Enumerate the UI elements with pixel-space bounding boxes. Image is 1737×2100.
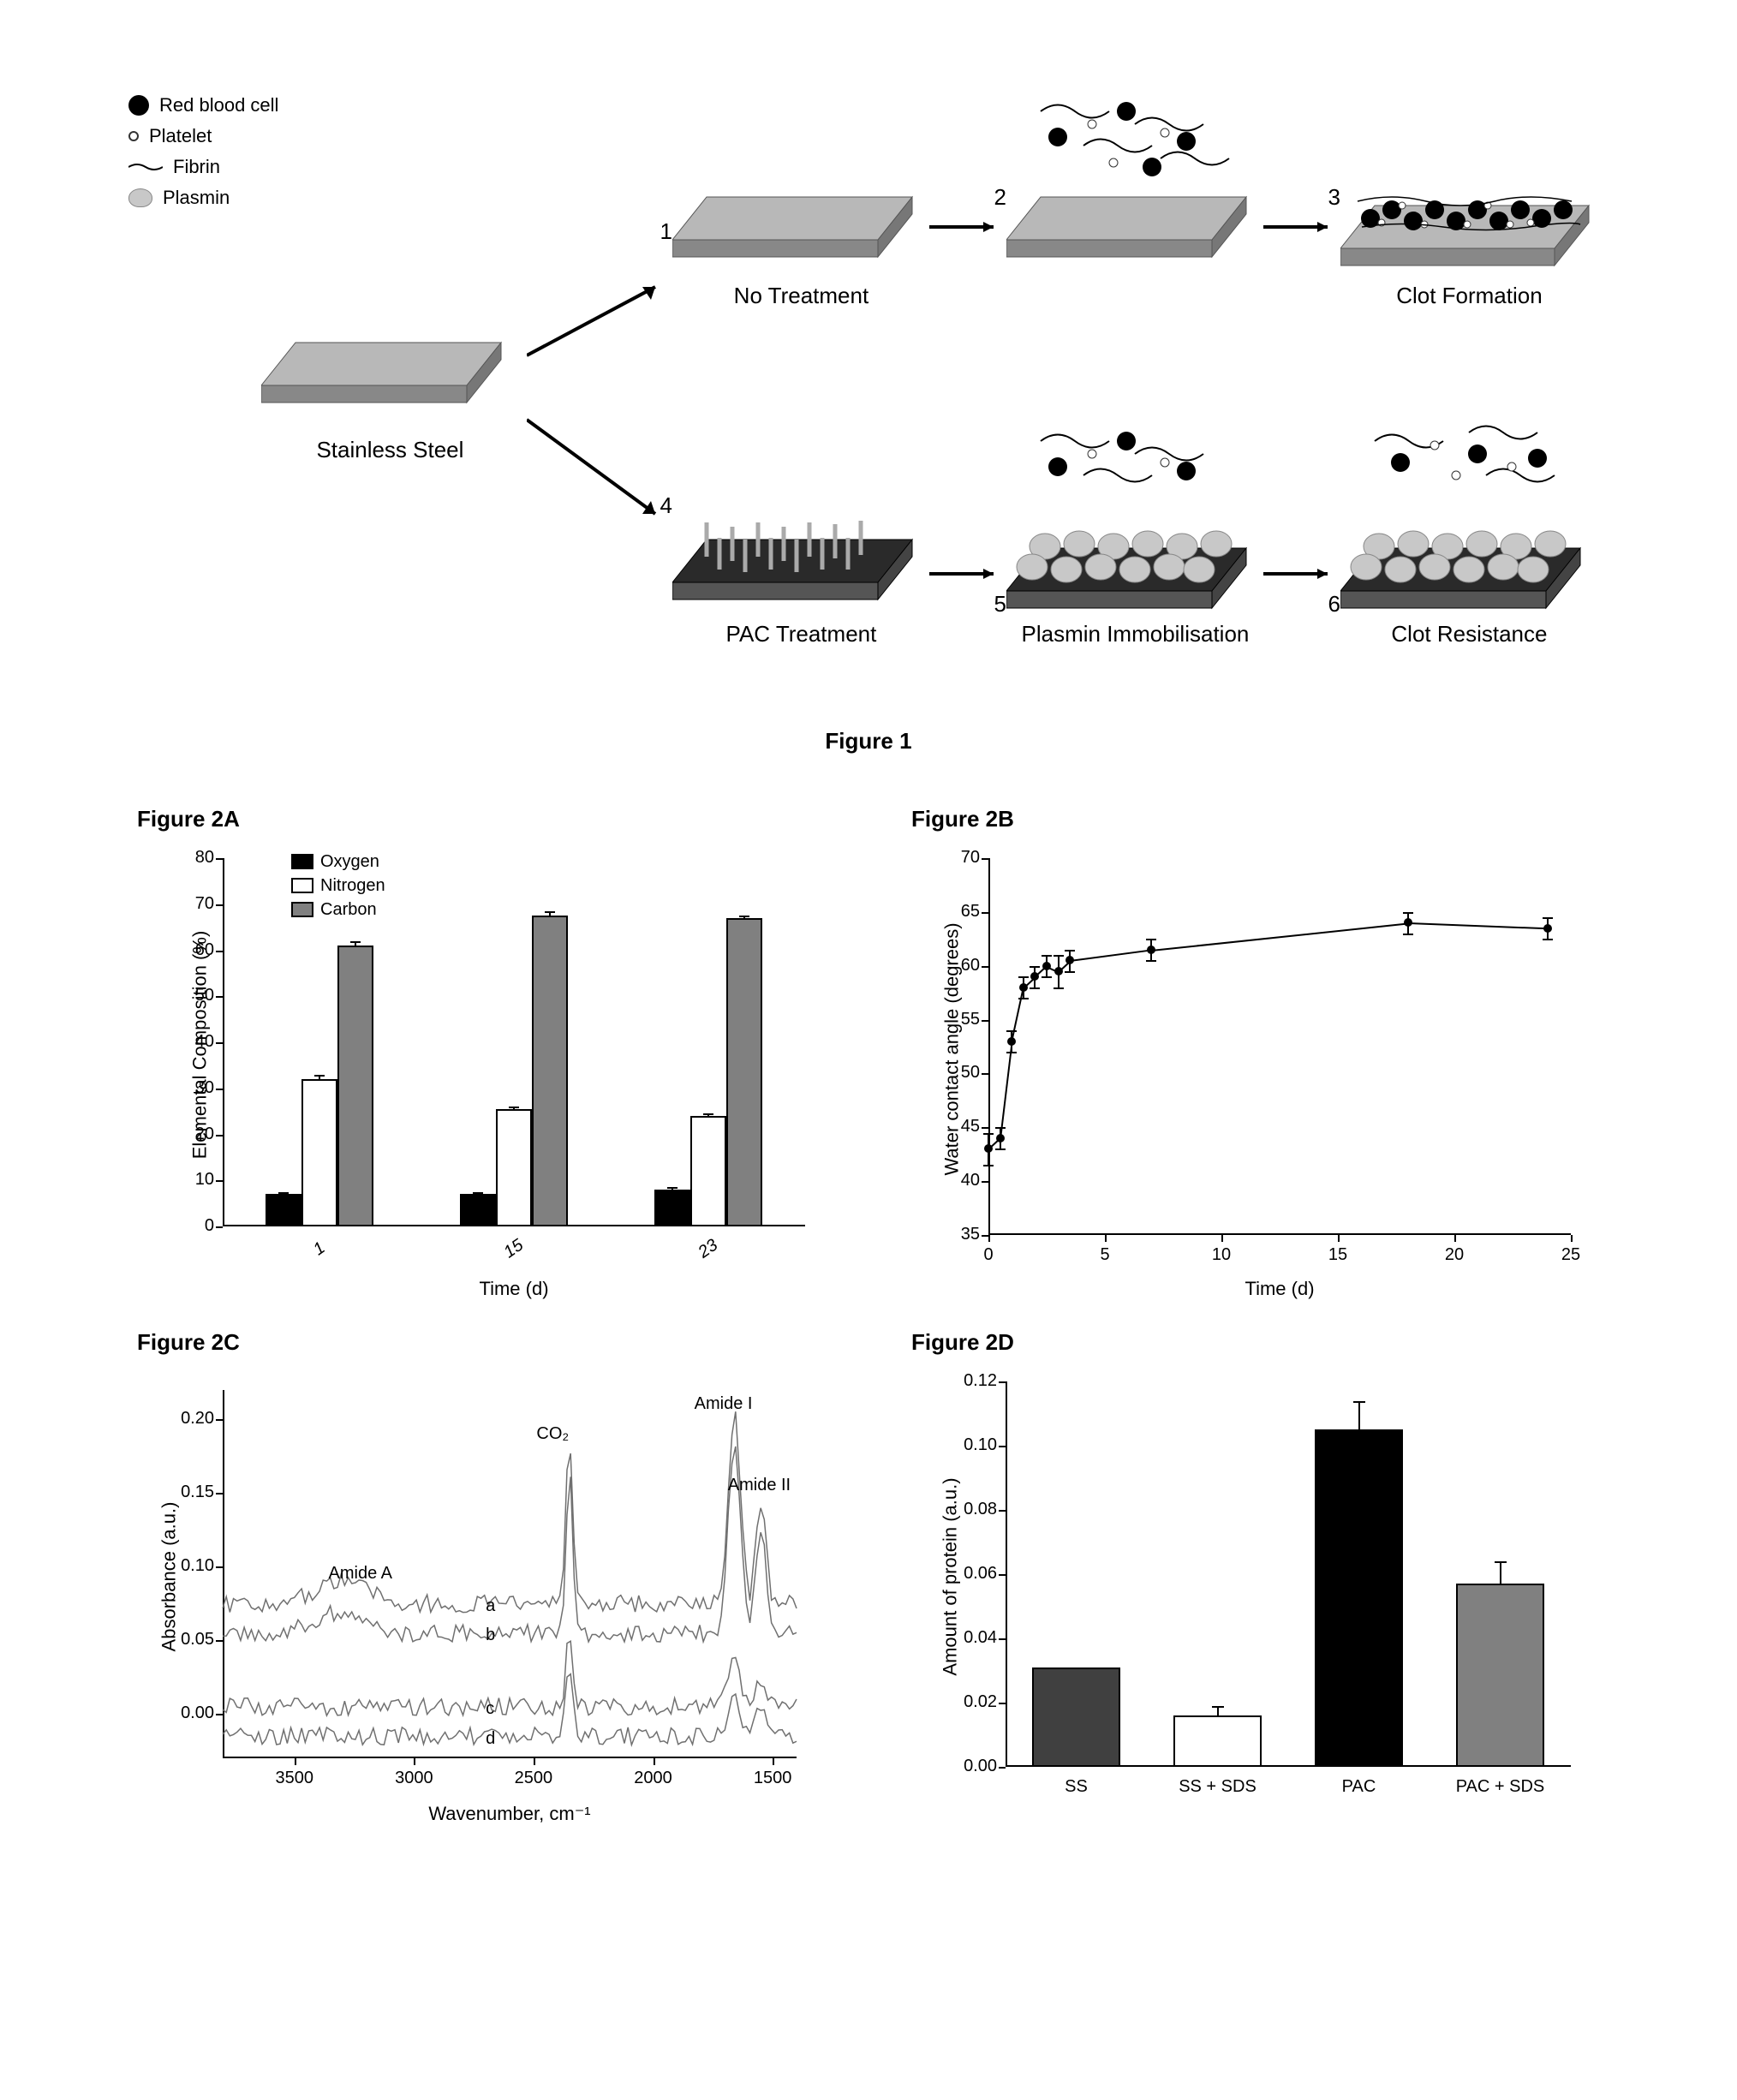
label-stainless: Stainless Steel — [287, 437, 492, 463]
label-pac: PAC Treatment — [715, 621, 886, 647]
figure-1: Red blood cell Platelet Fibrin Plasmin S… — [120, 86, 1617, 755]
plasmin-icon — [128, 188, 152, 207]
panel-title: Figure 2A — [137, 806, 843, 832]
fibrin-icon — [128, 163, 163, 171]
legend-label: Red blood cell — [159, 94, 278, 116]
label-clot: Clot Formation — [1375, 283, 1563, 309]
label-resist: Clot Resistance — [1366, 621, 1572, 647]
rbc-icon — [128, 95, 149, 116]
figure-2a: Figure 2A 01020304050607080Elemental Com… — [120, 806, 843, 1304]
platelet-icon — [128, 131, 139, 141]
label-plasmin: Plasmin Immobilisation — [1015, 621, 1255, 647]
figure1-caption: Figure 1 — [120, 728, 1617, 755]
label-notreat: No Treatment — [715, 283, 886, 309]
legend-label: Fibrin — [173, 156, 220, 178]
figure2-grid: Figure 2A 01020304050607080Elemental Com… — [120, 806, 1617, 1827]
panel-title: Figure 2C — [137, 1329, 843, 1356]
panel-title: Figure 2D — [911, 1329, 1617, 1356]
figure1-diagram: Stainless Steel 1 No Treatment 2 — [330, 86, 1615, 702]
num-5: 5 — [994, 591, 1006, 617]
legend-label: Platelet — [149, 125, 212, 147]
num-2: 2 — [994, 184, 1006, 211]
legend-label: Plasmin — [163, 187, 230, 209]
panel-title: Figure 2B — [911, 806, 1617, 832]
figure-2d: Figure 2D 0.000.020.040.060.080.100.12Am… — [894, 1329, 1617, 1827]
figure1-legend: Red blood cell Platelet Fibrin Plasmin — [120, 86, 295, 226]
figure-2b: Figure 2B 35404550556065700510152025Wate… — [894, 806, 1617, 1304]
num-6: 6 — [1328, 591, 1340, 617]
num-4: 4 — [660, 492, 672, 519]
num-3: 3 — [1328, 184, 1340, 211]
num-1: 1 — [660, 218, 672, 245]
figure-2c: Figure 2C 0.000.050.100.150.203500300025… — [120, 1329, 843, 1827]
